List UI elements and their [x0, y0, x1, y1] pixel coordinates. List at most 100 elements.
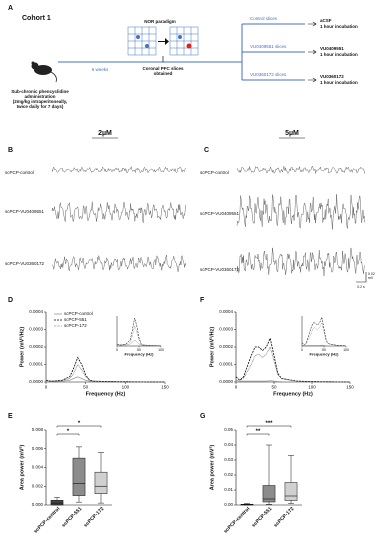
- group-slices: VU0360172 slices: [250, 72, 287, 77]
- significance-bracket: [246, 425, 292, 428]
- branch-lines: [241, 23, 305, 81]
- y-tick-label: 0.0001: [219, 362, 233, 367]
- legend-label: scPCP-172: [64, 323, 87, 328]
- trace-label: scPCP-VU0409551: [200, 211, 240, 216]
- y-tick-label: 0.0001: [29, 362, 43, 367]
- trace-label: scPCP-VU0360172: [5, 261, 45, 266]
- group-drug: VU0409551: [320, 46, 344, 51]
- y-tick-label: 0.008: [32, 427, 44, 432]
- panel-letter: B: [8, 147, 13, 154]
- x-tick-label: 150: [346, 385, 354, 390]
- y-tick-label: 0.00: [224, 502, 233, 507]
- panel-letter: F: [200, 297, 205, 304]
- panel-letter: E: [8, 413, 13, 420]
- y-tick-label: 0.000: [32, 502, 44, 507]
- y-tick-label: 0.04: [224, 442, 233, 447]
- object: [145, 44, 149, 48]
- y-tick-label: 0.002: [32, 483, 44, 488]
- series-line: [45, 363, 166, 383]
- series-line: [45, 356, 166, 383]
- series-line: [235, 336, 351, 383]
- inset-x-tick-label: 50: [322, 348, 326, 352]
- x-tick-label: 100: [308, 385, 316, 390]
- trace-label: scPCP-control: [200, 170, 229, 175]
- y-tick-label: 0.006: [32, 446, 44, 451]
- slice-label: obtained: [154, 71, 173, 76]
- y-tick-label: 0.03: [224, 457, 233, 462]
- trace: [51, 255, 186, 272]
- trace: [51, 166, 186, 174]
- panel-letter: D: [8, 297, 13, 304]
- trace: [236, 247, 365, 276]
- y-tick-label: 0.004: [32, 465, 44, 470]
- panel-letter: C: [204, 147, 209, 154]
- box: [72, 457, 86, 496]
- x-tick-label: scPCP-control: [223, 506, 252, 535]
- y-tick-label: 0.01: [224, 487, 233, 492]
- rat-icon: [31, 61, 57, 83]
- legend-label: scPCP-control: [64, 311, 93, 316]
- x-tick-label: scPCP-551: [61, 506, 84, 529]
- inset-x-tick-label: 100: [343, 348, 349, 352]
- x-tick-label: scPCP-172: [273, 506, 296, 529]
- significance-bracket: [56, 433, 80, 436]
- scale-time: 0.2 s: [357, 285, 365, 289]
- x-tick-label: scPCP-control: [33, 506, 62, 535]
- y-tick-label: 0.0003: [219, 327, 233, 332]
- box: [50, 500, 64, 506]
- y-tick-label: 0.0003: [29, 327, 43, 332]
- inset-line: [301, 322, 347, 347]
- box: [262, 485, 276, 503]
- inset-line: [116, 325, 162, 347]
- y-axis-label: Power (mV²/Hz): [18, 327, 25, 368]
- trace-label: scPCP-VU0360172: [200, 267, 240, 272]
- significance-label: ***: [265, 421, 273, 427]
- scale-amplitude: mV: [368, 276, 374, 280]
- inset-line: [301, 344, 346, 347]
- group-slices: VU0409551 slices: [250, 44, 287, 49]
- trace: [236, 194, 365, 230]
- scale-amplitude: 0.02: [368, 272, 375, 276]
- inset-line: [116, 339, 162, 347]
- y-axis-label: Area power (mV²): [208, 445, 215, 491]
- significance-bracket: [56, 425, 102, 428]
- traces: [51, 165, 365, 276]
- x-axis-label: Frequency (Hz): [86, 391, 126, 397]
- concentration: 5µM: [285, 130, 299, 137]
- panel-letter: G: [200, 413, 206, 420]
- inset-x-tick-label: 100: [158, 348, 164, 352]
- inset-x-tick-label: 0: [301, 348, 303, 352]
- significance-label: *: [78, 421, 81, 427]
- trace: [51, 201, 186, 223]
- inset-line: [301, 316, 347, 347]
- concentration: 2µM: [98, 130, 112, 137]
- treatment-line: Sub-chronic phencyclidine: [11, 89, 69, 94]
- x-axis-label: Frequency (Hz): [273, 391, 313, 397]
- inset-axes: [301, 316, 346, 347]
- scale-bar: [356, 272, 367, 283]
- y-tick-label: 0.0002: [219, 344, 233, 349]
- inset-axes: [116, 316, 161, 347]
- group-incubation: 1 hour incubation: [320, 52, 358, 57]
- inset-line: [116, 317, 162, 347]
- object: [178, 35, 182, 39]
- x-tick-label: 50: [83, 385, 89, 390]
- x-tick-label: 0: [235, 385, 238, 390]
- y-axis-label: Power (mV²/Hz): [208, 327, 215, 368]
- inset-x-label: Frequency (Hz): [310, 352, 340, 357]
- group-drug: aCSF: [320, 18, 332, 23]
- trace-label: scPCP-control: [5, 170, 34, 175]
- x-tick-label: 150: [161, 385, 169, 390]
- treatment-line: (2mg/kg intraperitoneally,: [13, 99, 67, 104]
- y-tick-label: 0.0002: [29, 344, 43, 349]
- y-tick-label: 0.02: [224, 472, 233, 477]
- box: [94, 471, 108, 494]
- y-tick-label: 0.0004: [219, 309, 233, 314]
- significance-label: **: [256, 429, 261, 435]
- inset-x-tick-label: 50: [137, 348, 141, 352]
- series-line: [235, 379, 351, 383]
- group-slices: Control slices: [250, 16, 278, 21]
- y-axis-label: Area power (mV²): [18, 445, 25, 491]
- nor-arena: [127, 26, 199, 56]
